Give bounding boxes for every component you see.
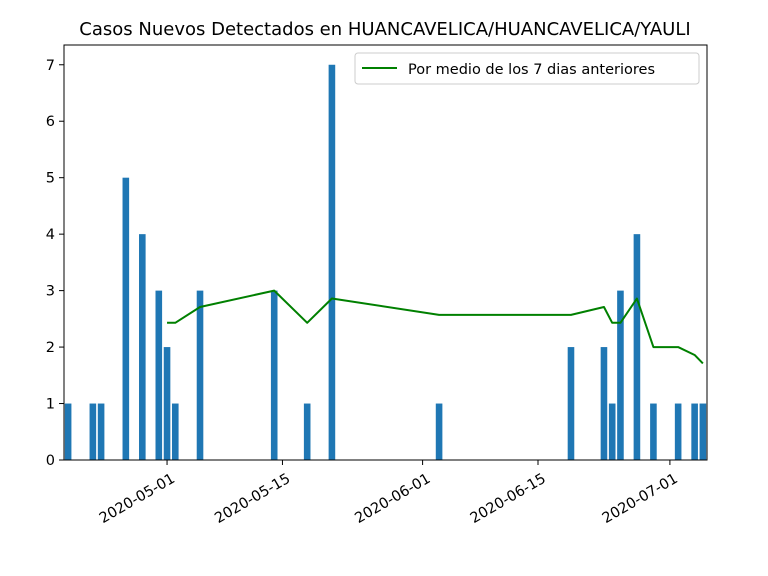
bar-14 (600, 347, 608, 460)
legend-label: Por medio de los 7 dias anteriores (408, 62, 655, 78)
x-tick-label-4: 2020-07-01 (600, 471, 681, 527)
bar-11 (328, 64, 336, 460)
y-tick-label-7: 7 (46, 58, 55, 74)
bar-20 (691, 403, 698, 460)
y-tick-label-4: 4 (46, 227, 55, 243)
bar-0 (64, 403, 72, 460)
bar-7 (171, 403, 179, 460)
bar-4 (139, 234, 146, 460)
line-group (167, 289, 704, 365)
bar-6 (163, 347, 171, 460)
bar-12 (435, 403, 443, 460)
bar-15 (608, 403, 616, 460)
moving-average-line (167, 289, 704, 365)
bar-8 (196, 290, 204, 460)
x-tick-label-0: 2020-05-01 (97, 471, 178, 527)
bar-3 (122, 177, 130, 460)
bar-10 (303, 403, 311, 460)
y-tick-label-5: 5 (46, 171, 55, 187)
bar-16 (617, 290, 624, 460)
bar-1 (89, 403, 97, 460)
x-tick-label-1: 2020-05-15 (212, 471, 293, 527)
legend-box (354, 52, 700, 85)
bar-5 (155, 290, 163, 460)
bar-19 (674, 403, 682, 460)
bar-21 (699, 403, 707, 460)
y-tick-label-2: 2 (46, 340, 55, 356)
x-tick-label-2: 2020-06-01 (352, 471, 433, 527)
y-tick-label-1: 1 (46, 397, 55, 413)
bar-9 (270, 290, 278, 460)
chart-title: Casos Nuevos Detectados en HUANCAVELICA/… (79, 19, 690, 40)
x-axis: 2020-05-01 2020-05-15 2020-06-01 2020-06-15… (97, 460, 681, 527)
y-axis: 0 1 2 3 4 5 6 7 (46, 58, 64, 469)
y-tick-label-6: 6 (46, 114, 55, 130)
bar-17 (633, 234, 641, 460)
x-tick-label-3: 2020-06-15 (468, 471, 549, 527)
bar-18 (650, 403, 657, 460)
bars-group (64, 64, 707, 460)
legend: Por medio de los 7 dias anteriores (354, 52, 700, 85)
plot-frame (63, 44, 708, 461)
y-tick-label-0: 0 (46, 453, 55, 469)
y-tick-label-3: 3 (46, 284, 55, 300)
bar-2 (97, 403, 105, 460)
bar-13 (567, 347, 575, 460)
